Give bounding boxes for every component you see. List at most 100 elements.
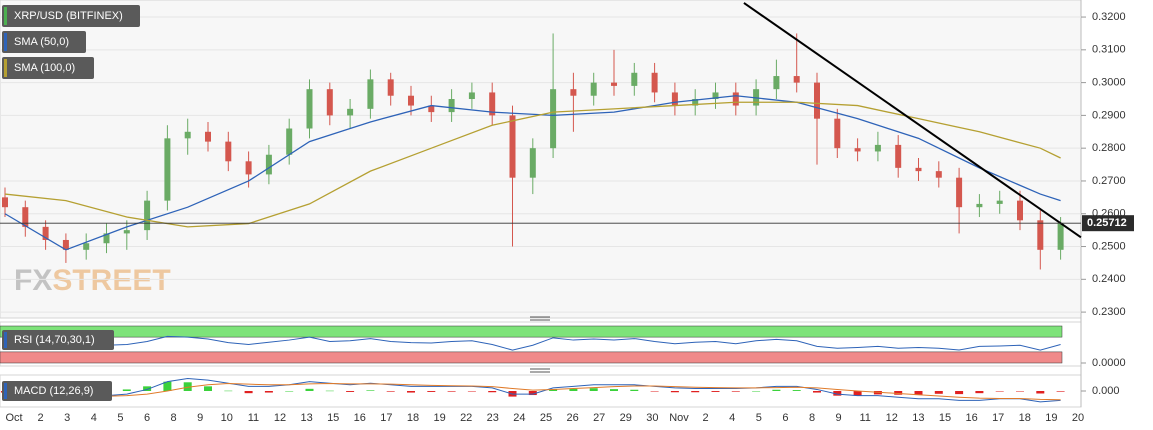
candle-body	[448, 99, 455, 113]
macd-histogram-bar	[488, 391, 497, 393]
candle-body	[529, 148, 536, 178]
macd-line	[4, 378, 1061, 403]
x-tick-label: 13	[300, 412, 312, 424]
x-tick-label: 17	[992, 412, 1004, 424]
candle-body	[712, 92, 719, 100]
x-tick-label: 18	[407, 412, 419, 424]
legend-box	[2, 5, 140, 27]
candle-body	[854, 148, 861, 152]
x-tick-label: 29	[620, 412, 632, 424]
x-tick-label: 12	[886, 412, 898, 424]
macd-histogram-bar	[528, 391, 537, 396]
legend-label: RSI (14,70,30,1)	[14, 334, 95, 346]
x-tick-label: 4	[729, 412, 735, 424]
x-tick-label: 11	[248, 412, 259, 424]
candle-body	[1017, 200, 1023, 221]
macd-histogram-bar	[853, 391, 862, 396]
candle-body	[2, 197, 8, 208]
candle-body	[205, 131, 211, 142]
x-tick-label: 6	[782, 412, 788, 424]
x-tick-label: 11	[859, 412, 870, 424]
candle-body	[123, 230, 130, 234]
macd-histogram-bar	[995, 391, 1004, 392]
macd-histogram-bar	[264, 391, 273, 393]
candle-body	[62, 239, 69, 250]
candle-body	[408, 95, 414, 106]
x-tick-label: 9	[197, 412, 203, 424]
legend-box	[2, 381, 112, 401]
macd-histogram-bar	[183, 382, 192, 391]
x-tick-label: 8	[809, 412, 815, 424]
macd-histogram-bar	[163, 381, 172, 391]
macd-histogram-bar	[914, 391, 923, 396]
candle-body	[874, 144, 881, 152]
macd-histogram-bar	[346, 391, 355, 392]
legend-swatch	[4, 383, 7, 399]
candle-body	[509, 115, 516, 178]
x-tick-label: 16	[965, 412, 977, 424]
macd-histogram-bar	[325, 390, 334, 392]
legend-box	[2, 31, 86, 53]
candle-body	[428, 105, 435, 113]
candle-body	[265, 154, 272, 175]
candle-body	[306, 89, 313, 129]
y-tick-label: 0.2400	[1092, 273, 1126, 285]
macd-histogram-bar	[589, 388, 598, 391]
macd-histogram-bar	[467, 391, 476, 392]
macd-histogram-bar	[122, 389, 131, 391]
macd-histogram-bar	[244, 391, 253, 394]
candle-body	[22, 207, 29, 227]
x-tick-label: 8	[171, 412, 177, 424]
resize-handle	[530, 316, 550, 373]
x-tick-label: 3	[64, 412, 70, 424]
x-tick-label: 19	[1045, 412, 1057, 424]
x-tick-label: 13	[912, 412, 924, 424]
candle-body	[103, 233, 110, 244]
legend-label: SMA (50,0)	[14, 36, 69, 48]
candle-body	[326, 89, 333, 116]
macd-histogram-bar	[934, 391, 943, 394]
candle-body	[834, 118, 841, 149]
x-tick-label: 15	[327, 412, 339, 424]
macd-histogram-bar	[1036, 391, 1045, 394]
x-tick-label: 26	[566, 412, 578, 424]
sma-line	[4, 101, 1061, 228]
signal-line	[4, 383, 1061, 401]
candle-body	[184, 131, 191, 139]
legend-label: XRP/USD (BITFINEX)	[14, 10, 123, 22]
candle-body	[814, 82, 820, 119]
macd-histogram-bar	[670, 391, 679, 393]
candle-body	[976, 203, 983, 208]
x-tick-label: 15	[939, 412, 951, 424]
candle-body	[895, 144, 902, 168]
macd-histogram-bar	[731, 391, 740, 392]
macd-histogram-bar	[894, 391, 903, 395]
candle-body	[732, 92, 739, 106]
last-price-label: 0.25712	[1087, 217, 1127, 229]
candle-body	[631, 72, 638, 86]
candle-body	[144, 200, 151, 231]
macd-histogram-bar	[407, 391, 415, 393]
y-tick-label: 0.3200	[1092, 11, 1126, 23]
macd-histogram-bar	[386, 391, 395, 392]
candle-body	[773, 76, 780, 90]
x-tick-label: 18	[1019, 412, 1031, 424]
macd-histogram-bar	[650, 391, 659, 392]
x-tick-label: 20	[1072, 412, 1084, 424]
last-price-tag	[1082, 215, 1134, 232]
candle-body	[915, 167, 922, 172]
y-tick-label: 0.3000	[1092, 77, 1126, 89]
x-tick-label: 27	[593, 412, 605, 424]
x-tick-label: 16	[354, 412, 366, 424]
candle-body	[245, 161, 252, 175]
macd-histogram-bar	[610, 389, 618, 391]
x-tick-label: 19	[433, 412, 445, 424]
watermark: FXSTREET	[14, 264, 171, 297]
x-tick-label: 10	[221, 412, 233, 424]
macd-histogram-bar	[204, 386, 212, 391]
x-tick-label: 24	[513, 412, 525, 424]
x-tick-label: 2	[38, 412, 44, 424]
macd-histogram-bar	[691, 391, 700, 393]
candle-body	[956, 177, 963, 208]
candle-body	[468, 92, 475, 100]
